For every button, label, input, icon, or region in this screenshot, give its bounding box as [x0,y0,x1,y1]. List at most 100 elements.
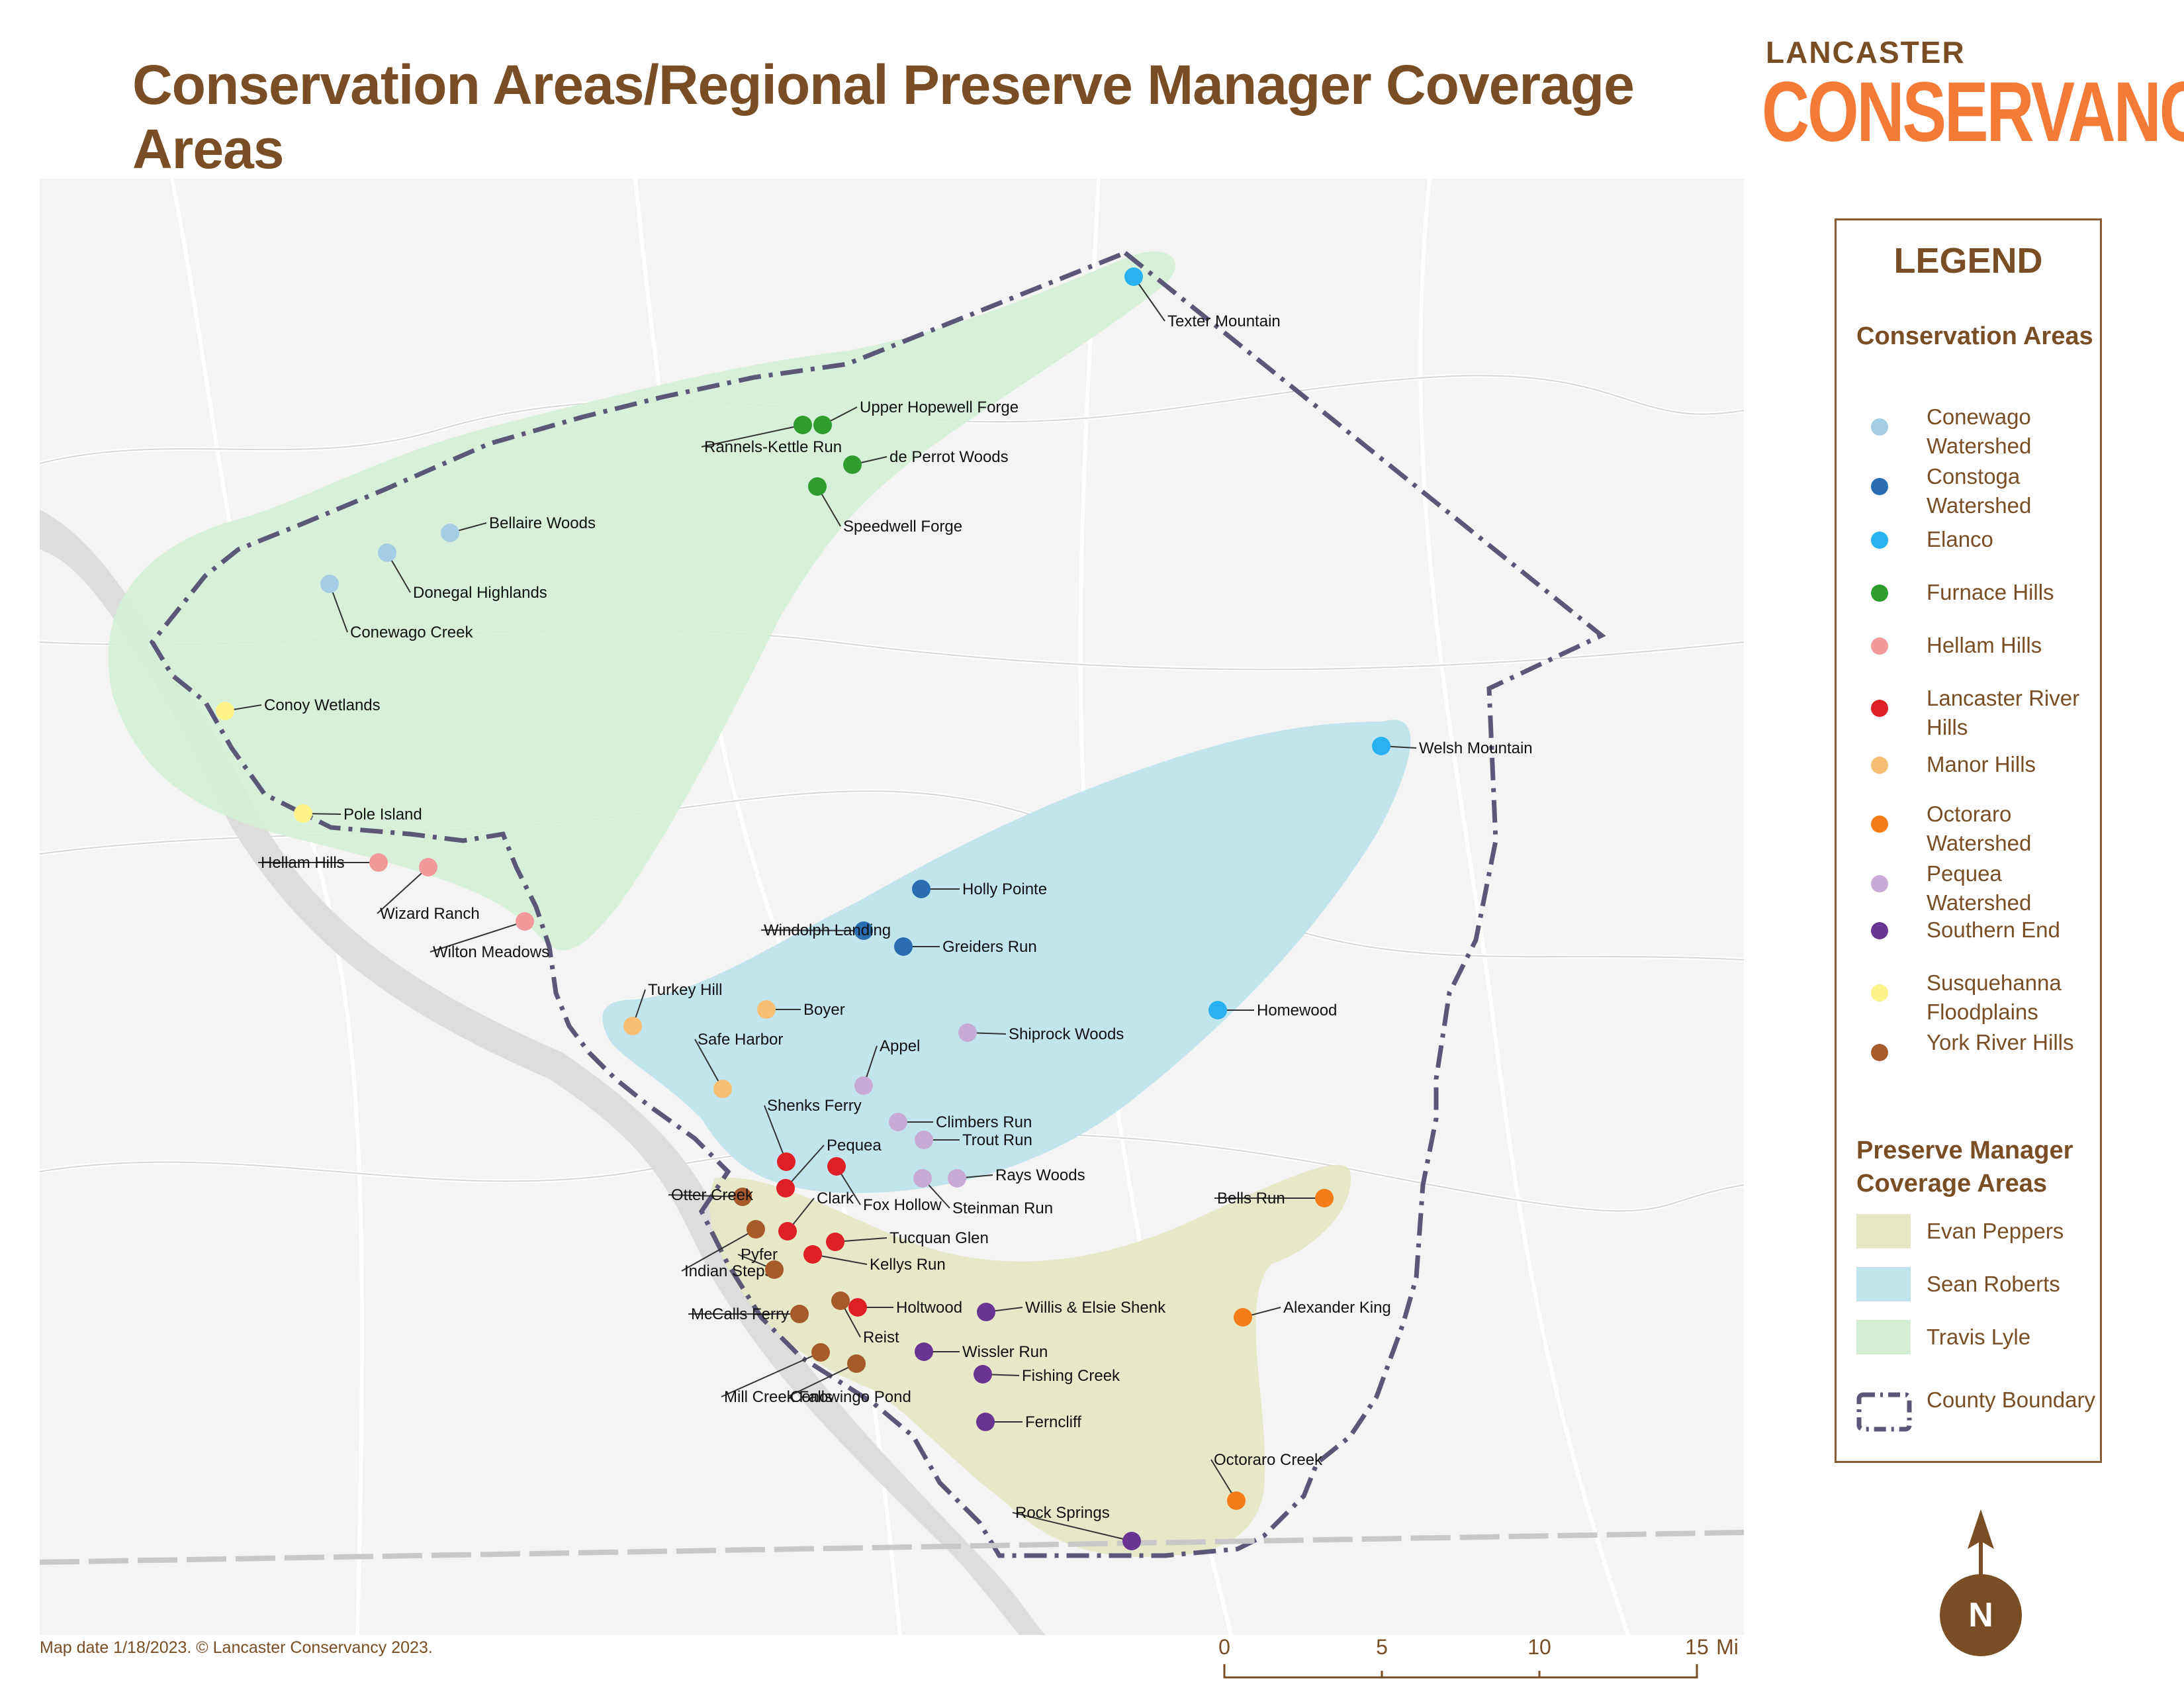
preserve-marker[interactable]: Climbers Run [889,1113,1032,1131]
preserve-dot[interactable] [794,416,812,434]
preserve-dot[interactable] [1315,1189,1334,1207]
preserve-dot[interactable] [441,524,459,542]
preserve-dot[interactable] [912,880,931,898]
preserve-dot[interactable] [216,702,234,720]
preserve-marker[interactable]: Rock Springs [1012,1504,1141,1550]
preserve-dot[interactable] [894,937,913,956]
preserve-dot[interactable] [757,1000,776,1019]
preserve-marker[interactable]: Texter Mountain [1124,267,1281,330]
preserve-dot[interactable] [827,1157,846,1176]
preserve-marker[interactable]: Welsh Mountain [1372,737,1533,757]
preserve-dot[interactable] [826,1233,844,1251]
preserve-marker[interactable]: Safe Harbor [694,1031,783,1098]
preserve-marker[interactable]: Rannels-Kettle Run [701,416,842,456]
preserve-marker[interactable]: Tucquan Glen [826,1229,989,1251]
preserve-marker[interactable]: Alexander King [1234,1299,1391,1327]
preserve-marker[interactable]: Donegal Highlands [378,543,547,602]
preserve-dot[interactable] [976,1413,995,1431]
preserve-marker[interactable]: Otter Creek [668,1186,754,1206]
preserve-dot[interactable] [1208,1001,1227,1019]
preserve-dot[interactable] [803,1245,822,1264]
preserve-marker[interactable]: Trout Run [915,1131,1032,1149]
preserve-dot[interactable] [915,1342,933,1361]
preserve-dot[interactable] [1124,267,1143,286]
preserve-dot[interactable] [1122,1532,1141,1550]
preserve-marker[interactable]: Pequea [776,1137,882,1197]
preserve-dot[interactable] [320,575,339,593]
preserve-marker[interactable]: Pole Island [294,804,422,823]
preserve-dot[interactable] [843,455,862,474]
preserve-marker[interactable]: Wizard Ranch [377,858,480,923]
preserve-marker[interactable]: Mill Creek Falls [721,1343,833,1406]
preserve-marker[interactable]: Wilton Meadows [430,912,549,961]
preserve-dot[interactable] [813,416,832,434]
preserve-dot[interactable] [974,1365,992,1383]
preserve-dot[interactable] [958,1023,977,1042]
preserve-dot[interactable] [977,1303,995,1321]
preserve-dot[interactable] [790,1305,809,1323]
preserve-dot[interactable] [913,1169,932,1188]
preserve-marker[interactable]: Bells Run [1214,1189,1334,1207]
preserve-marker[interactable]: Shiprock Woods [958,1023,1124,1043]
preserve-dot[interactable] [1372,737,1390,755]
preserve-marker[interactable]: Upper Hopewell Forge [813,399,1019,434]
preserve-dot[interactable] [294,804,312,823]
preserve-dot[interactable] [369,853,388,872]
preserve-marker[interactable]: Hellam Hills [258,853,388,872]
preserve-marker[interactable]: Steinman Run [913,1169,1053,1217]
preserve-dot[interactable] [808,477,827,496]
scale-unit-label: Mi [1716,1635,1739,1659]
preserve-marker[interactable]: Fishing Creek [974,1365,1120,1385]
preserve-dot[interactable] [765,1260,784,1279]
preserve-marker[interactable]: Conoy Wetlands [216,696,381,720]
preserve-marker[interactable]: Greiders Run [894,937,1037,956]
preserve-marker[interactable]: Fox Hollow [827,1157,942,1214]
preserve-marker[interactable]: Reist [831,1291,899,1346]
map-canvas[interactable]: Texter Mountain Upper Hopewell Forge Ranne… [40,179,1744,1635]
preserve-dot[interactable] [419,858,437,876]
preserve-dot[interactable] [1227,1491,1246,1510]
preserve-dot[interactable] [623,1017,642,1035]
preserve-dot[interactable] [847,1354,866,1373]
preserve-dot[interactable] [713,1080,732,1098]
preserve-dot[interactable] [516,912,534,931]
preserve-marker[interactable]: Kellys Run [803,1245,946,1274]
preserve-dot[interactable] [778,1222,797,1241]
preserve-dot[interactable] [915,1131,933,1149]
preserve-marker[interactable]: Appel [854,1037,920,1095]
preserve-marker[interactable]: McCalls Ferry [688,1305,809,1323]
preserve-marker[interactable]: Rays Woods [948,1166,1085,1188]
preserve-dot[interactable] [811,1343,830,1362]
preserve-marker[interactable]: Homewood [1208,1001,1337,1019]
preserve-dot[interactable] [777,1152,796,1171]
preserve-dot[interactable] [747,1220,765,1239]
preserve-marker[interactable]: Turkey Hill [623,981,722,1035]
preserve-marker[interactable]: Octoraro Creek [1210,1451,1323,1510]
preserve-marker[interactable]: Holly Pointe [912,880,1047,898]
preserve-marker[interactable]: Clark [778,1190,854,1241]
preserve-marker[interactable]: Willis & Elsie Shenk [977,1299,1166,1321]
preserve-dot[interactable] [1234,1308,1252,1327]
preserve-marker[interactable]: Pyfer [737,1246,784,1279]
preserve-marker[interactable]: de Perrot Woods [843,448,1009,474]
preserve-marker[interactable]: Shenks Ferry [764,1097,862,1171]
preserve-dot[interactable] [776,1179,795,1197]
preserve-marker[interactable]: Bellaire Woods [441,514,596,542]
preserve-dot[interactable] [854,1076,873,1095]
preserve-marker[interactable]: Wissler Run [915,1342,1048,1361]
preserve-marker[interactable]: Holtwood [848,1298,962,1317]
preserve-marker[interactable]: Conowingo Pond [787,1354,911,1406]
preserve-dot[interactable] [378,543,396,562]
preserve-marker[interactable]: Indian Steps [681,1220,772,1280]
preserve-marker[interactable]: Windolph Landing [760,921,891,940]
preserve-marker[interactable]: Speedwell Forge [808,477,962,536]
preserve-dot[interactable] [854,921,873,940]
preserve-dot[interactable] [948,1169,966,1188]
preserve-marker[interactable]: Boyer [757,1000,845,1019]
preserve-marker[interactable]: Ferncliff [976,1413,1081,1431]
preserve-marker[interactable]: Conewago Creek [320,575,473,641]
preserve-dot[interactable] [848,1298,867,1317]
preserve-dot[interactable] [733,1188,752,1206]
preserve-dot[interactable] [831,1291,850,1310]
preserve-dot[interactable] [889,1113,907,1131]
